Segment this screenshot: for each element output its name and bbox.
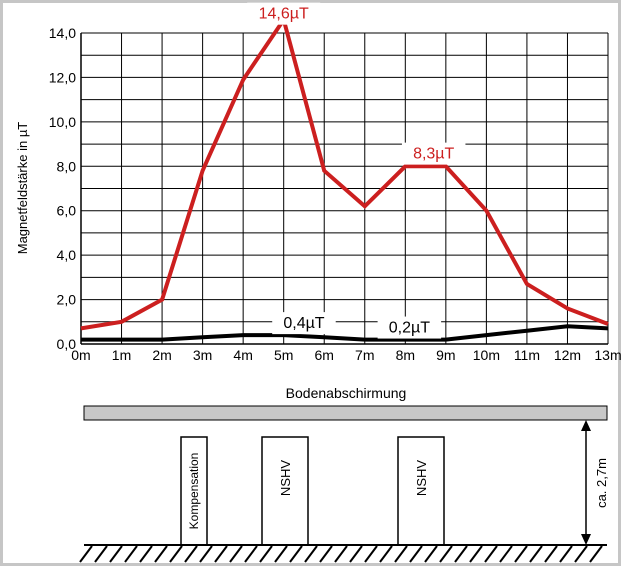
hatch-stroke: [589, 545, 603, 563]
hatch-stroke: [454, 545, 468, 563]
hatch-stroke: [409, 545, 423, 563]
x-tick-label: 1m: [112, 347, 131, 363]
hatch-stroke: [94, 545, 108, 563]
y-tick-label: 14,0: [49, 25, 76, 41]
hatch-stroke: [124, 545, 138, 563]
value-label-bg: [272, 312, 336, 335]
hatch-stroke: [499, 545, 513, 563]
box-nshv-1-outline: [261, 436, 309, 546]
floor-shielding-slab: [83, 405, 608, 421]
hatch-stroke: [139, 545, 153, 563]
hatch-stroke: [544, 545, 558, 563]
hatch-stroke: [199, 545, 213, 563]
series-line-2: [81, 324, 609, 342]
floor-hatching: [79, 545, 603, 563]
hatch-stroke: [289, 545, 303, 563]
arrow-up-icon: [581, 420, 591, 431]
hatch-stroke: [484, 545, 498, 563]
box-nshv-2: NSHV: [397, 436, 445, 546]
hatch-stroke: [334, 545, 348, 563]
x-tick-label: 8m: [396, 347, 415, 363]
hatch-stroke: [574, 545, 588, 563]
value-label: 8,3µT: [413, 146, 454, 163]
y-tick-label: 0,0: [57, 336, 77, 352]
x-tick-label: 4m: [233, 347, 252, 363]
x-tick-label: 0m: [71, 347, 90, 363]
hatch-stroke: [514, 545, 528, 563]
x-tick-label: 6m: [315, 347, 334, 363]
room-cross-section: Bodenabschirmung Kompensation NSHV NSHV: [79, 385, 609, 563]
y-axis-label: Magnetfeldstärke in µT: [15, 122, 30, 255]
value-label: 0,4µT: [283, 315, 324, 332]
y-tick-label: 2,0: [57, 292, 77, 308]
x-tick-label: 12m: [554, 347, 581, 363]
box-nshv-2-outline: [397, 436, 445, 546]
y-tick-label: 12,0: [49, 69, 76, 85]
y-tick-label: 10,0: [49, 114, 76, 130]
y-tick-labels: 0,0 2,0 4,0 6,0 8,0 10,0 12,0 14,0: [49, 25, 76, 352]
box-kompensation: Kompensation: [180, 436, 208, 546]
hatch-stroke: [379, 545, 393, 563]
hatch-stroke: [244, 545, 258, 563]
hatch-stroke: [349, 545, 363, 563]
hatch-stroke: [154, 545, 168, 563]
x-tick-label: 9m: [436, 347, 455, 363]
hatch-stroke: [304, 545, 318, 563]
x-tick-label: 3m: [193, 347, 212, 363]
value-label-bg: [247, 2, 321, 25]
x-tick-label: 13m: [594, 347, 621, 363]
series-line-1: [80, 14, 609, 331]
x-tick-labels: 0m 1m 2m 3m 4m 5m 6m 7m 8m 9m 10m 11m 12m 13m: [71, 347, 621, 363]
y-tick-label: 4,0: [57, 247, 77, 263]
chart-grid: [80, 32, 609, 345]
height-dimension: ca. 2,7m: [581, 420, 609, 545]
hatch-stroke: [469, 545, 483, 563]
chart-series: [80, 14, 609, 342]
hatch-stroke: [169, 545, 183, 563]
line-chart: 14,6µT 8,3µT 0,4µT 0,2µT 0m 1m 2m 3m 4m 5m 6m 7m 8m…: [15, 2, 621, 363]
value-label: 14,6µT: [259, 6, 309, 23]
chart-annotations: 14,6µT 8,3µT 0,4µT 0,2µT: [247, 2, 466, 339]
x-tick-label: 7m: [355, 347, 374, 363]
hatch-stroke: [274, 545, 288, 563]
hatch-stroke: [214, 545, 228, 563]
hatch-stroke: [109, 545, 123, 563]
box-nshv-2-label: NSHV: [414, 460, 429, 496]
hatch-stroke: [79, 545, 93, 563]
hatch-stroke: [229, 545, 243, 563]
y-tick-label: 8,0: [57, 158, 77, 174]
x-tick-label: 11m: [514, 347, 540, 363]
y-tick-label: 6,0: [57, 203, 77, 219]
hatch-stroke: [184, 545, 198, 563]
hatch-stroke: [529, 545, 543, 563]
hatch-stroke: [259, 545, 273, 563]
box-nshv-1-label: NSHV: [278, 460, 293, 496]
box-kompensation-label: Kompensation: [187, 453, 201, 530]
hatch-stroke: [394, 545, 408, 563]
box-nshv-1: NSHV: [261, 436, 309, 546]
value-label-bg: [401, 142, 466, 165]
hatch-stroke: [559, 545, 573, 563]
value-label: 0,2µT: [389, 320, 430, 337]
x-tick-label: 5m: [274, 347, 293, 363]
ceiling-label: Bodenabschirmung: [286, 385, 407, 401]
arrow-down-icon: [581, 534, 591, 545]
hatch-stroke: [424, 545, 438, 563]
value-label-bg: [377, 316, 442, 339]
height-label: ca. 2,7m: [594, 458, 609, 508]
x-tick-label: 10m: [473, 347, 500, 363]
hatch-stroke: [439, 545, 453, 563]
hatch-stroke: [364, 545, 378, 563]
x-tick-label: 2m: [152, 347, 171, 363]
hatch-stroke: [319, 545, 333, 563]
